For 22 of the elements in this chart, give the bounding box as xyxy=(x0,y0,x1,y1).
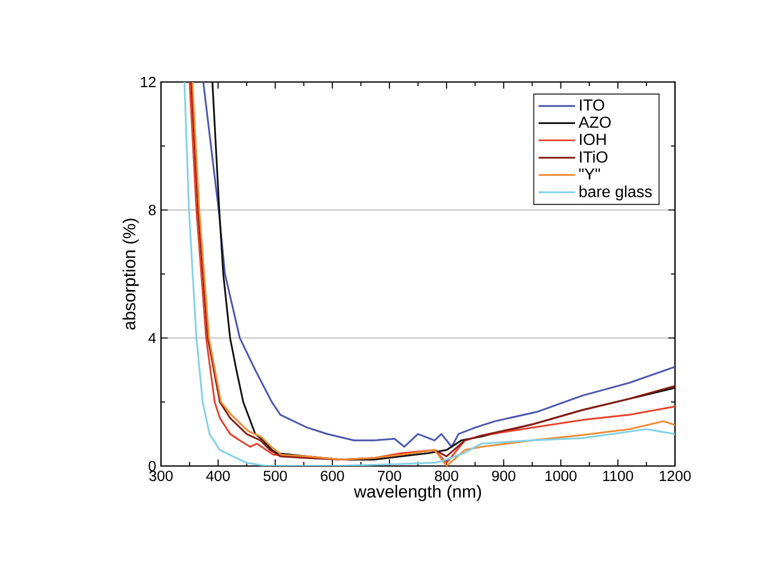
y-tick-label: 8 xyxy=(148,204,156,216)
legend-label: ITO xyxy=(580,99,604,111)
legend-label: IOH xyxy=(580,134,606,146)
legend-label: bare glass xyxy=(580,186,652,200)
x-tick-label: 1100 xyxy=(603,470,634,482)
x-axis-title: wavelength (nm) xyxy=(354,484,481,502)
x-tick-label: 600 xyxy=(320,470,344,482)
y-tick-label: 4 xyxy=(148,332,156,344)
y-axis-title: absorption (%) xyxy=(122,218,139,330)
x-tick-label: 1000 xyxy=(546,470,576,482)
y-tick-label: 0 xyxy=(148,460,156,472)
legend-label: ITiO xyxy=(580,150,608,163)
x-tick-label: 900 xyxy=(492,470,516,482)
legend-label: AZO xyxy=(578,116,611,128)
x-tick-label: 700 xyxy=(378,470,402,482)
legend-label: "Y" xyxy=(579,168,600,180)
x-tick-label: 300 xyxy=(149,470,173,482)
x-tick-label: 400 xyxy=(206,470,230,482)
x-tick-label: 1200 xyxy=(660,470,691,482)
x-tick-label: 800 xyxy=(434,470,458,482)
y-tick-label: 12 xyxy=(141,76,156,88)
x-tick-label: 500 xyxy=(264,470,287,482)
